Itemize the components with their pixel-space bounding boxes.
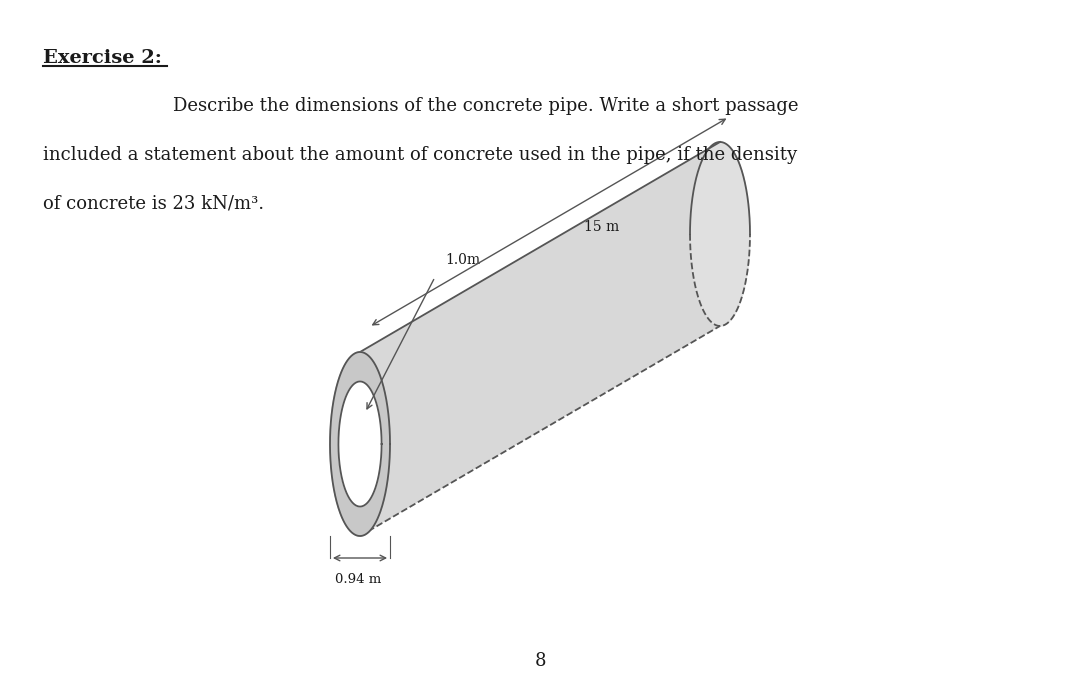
Polygon shape (360, 142, 720, 536)
Text: 15 m: 15 m (584, 220, 619, 234)
Text: 8: 8 (535, 652, 545, 670)
Text: of concrete is 23 kN/m³.: of concrete is 23 kN/m³. (43, 194, 265, 212)
Text: included a statement about the amount of concrete used in the pipe, if the densi: included a statement about the amount of… (43, 146, 797, 164)
Polygon shape (690, 142, 750, 326)
Polygon shape (338, 382, 381, 507)
Text: Describe the dimensions of the concrete pipe. Write a short passage: Describe the dimensions of the concrete … (173, 97, 798, 115)
Text: 0.94 m: 0.94 m (335, 573, 381, 586)
Text: 1.0m: 1.0m (445, 253, 481, 267)
Polygon shape (330, 352, 390, 536)
Text: Exercise 2:: Exercise 2: (43, 49, 162, 67)
